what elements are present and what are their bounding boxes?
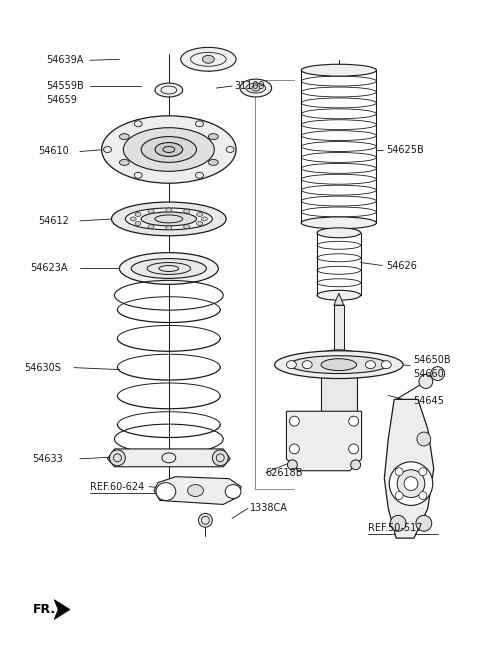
Text: 54659: 54659 (46, 95, 77, 105)
Text: 54630S: 54630S (24, 363, 61, 373)
Ellipse shape (208, 159, 218, 165)
Text: 54639A: 54639A (46, 55, 84, 65)
Ellipse shape (404, 477, 418, 491)
Text: 31109: 31109 (234, 81, 264, 91)
Ellipse shape (197, 222, 203, 226)
Ellipse shape (395, 468, 403, 476)
Polygon shape (384, 399, 434, 538)
Ellipse shape (416, 515, 432, 531)
Polygon shape (287, 411, 361, 470)
Ellipse shape (366, 361, 375, 369)
Text: 54650B: 54650B (413, 354, 451, 365)
Ellipse shape (155, 143, 183, 156)
Text: 54610: 54610 (38, 146, 69, 156)
Ellipse shape (419, 468, 427, 476)
Ellipse shape (419, 375, 433, 388)
Ellipse shape (240, 79, 272, 97)
Text: REF.50-517: REF.50-517 (369, 523, 423, 533)
Ellipse shape (188, 485, 204, 496)
Ellipse shape (289, 356, 388, 373)
Ellipse shape (120, 253, 218, 284)
Ellipse shape (197, 213, 203, 216)
Ellipse shape (349, 416, 359, 426)
Ellipse shape (321, 350, 357, 360)
Ellipse shape (417, 432, 431, 446)
Ellipse shape (288, 460, 297, 470)
Ellipse shape (317, 290, 360, 300)
Ellipse shape (135, 213, 141, 216)
Text: 54612: 54612 (38, 216, 69, 226)
Ellipse shape (135, 222, 141, 226)
Ellipse shape (148, 225, 154, 229)
Ellipse shape (349, 444, 359, 454)
Ellipse shape (156, 483, 176, 500)
Ellipse shape (155, 83, 183, 97)
Text: 54645: 54645 (413, 397, 444, 406)
Ellipse shape (208, 133, 218, 139)
Ellipse shape (180, 47, 236, 71)
Polygon shape (108, 449, 230, 467)
Ellipse shape (199, 513, 212, 527)
Text: 54625B: 54625B (386, 145, 424, 154)
Ellipse shape (275, 351, 403, 378)
Ellipse shape (141, 212, 196, 226)
Ellipse shape (212, 450, 228, 466)
Ellipse shape (431, 367, 444, 380)
Text: 62618B: 62618B (266, 468, 303, 478)
Ellipse shape (184, 225, 190, 229)
Ellipse shape (123, 128, 214, 171)
Ellipse shape (120, 133, 129, 139)
Ellipse shape (419, 492, 427, 500)
Ellipse shape (184, 209, 190, 213)
Text: 1338CA: 1338CA (250, 503, 288, 513)
Ellipse shape (321, 434, 357, 444)
Bar (321, 354, 357, 439)
Ellipse shape (131, 259, 206, 279)
Ellipse shape (202, 217, 207, 221)
Ellipse shape (381, 361, 391, 369)
Ellipse shape (111, 202, 226, 236)
Ellipse shape (109, 450, 125, 466)
Ellipse shape (321, 359, 357, 371)
Ellipse shape (317, 228, 360, 238)
Ellipse shape (203, 55, 214, 64)
Ellipse shape (148, 209, 154, 213)
Polygon shape (54, 599, 70, 619)
Text: FR.: FR. (33, 603, 56, 616)
Polygon shape (154, 477, 241, 504)
Text: 54623A: 54623A (30, 264, 68, 273)
Ellipse shape (301, 217, 376, 229)
Ellipse shape (102, 116, 236, 183)
Polygon shape (334, 294, 344, 305)
Ellipse shape (166, 226, 172, 230)
Text: 54633: 54633 (33, 454, 63, 464)
Ellipse shape (125, 208, 212, 230)
Ellipse shape (301, 64, 376, 76)
Text: REF.60-624: REF.60-624 (90, 481, 144, 492)
Text: 54660: 54660 (413, 369, 444, 378)
Ellipse shape (390, 515, 406, 531)
Ellipse shape (397, 470, 425, 498)
Ellipse shape (351, 460, 360, 470)
Text: 54626: 54626 (386, 260, 417, 270)
Ellipse shape (246, 83, 266, 93)
Ellipse shape (225, 485, 241, 498)
Ellipse shape (287, 361, 296, 369)
Ellipse shape (120, 159, 129, 165)
Ellipse shape (302, 361, 312, 369)
Bar (334, 305, 344, 360)
Ellipse shape (389, 462, 433, 505)
Text: 54559B: 54559B (46, 81, 84, 91)
Ellipse shape (289, 416, 300, 426)
Ellipse shape (130, 217, 136, 221)
Ellipse shape (395, 492, 403, 500)
Ellipse shape (289, 444, 300, 454)
Ellipse shape (166, 208, 172, 212)
Ellipse shape (141, 137, 196, 163)
